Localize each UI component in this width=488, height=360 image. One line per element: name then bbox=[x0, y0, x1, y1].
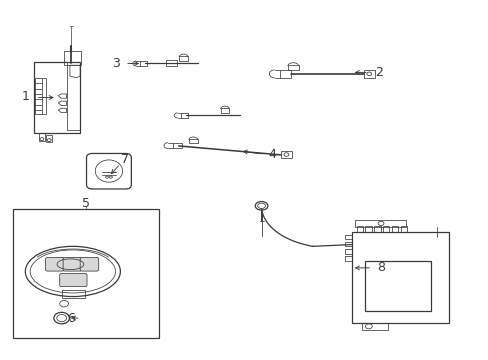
Bar bbox=[365, 261, 430, 311]
FancyBboxPatch shape bbox=[60, 274, 87, 287]
Bar bbox=[354, 220, 405, 226]
Bar bbox=[280, 70, 290, 78]
Bar bbox=[61, 291, 85, 298]
Bar bbox=[344, 249, 351, 253]
FancyBboxPatch shape bbox=[63, 257, 81, 271]
Bar bbox=[34, 62, 80, 134]
Text: 4: 4 bbox=[268, 148, 276, 161]
Text: 2: 2 bbox=[374, 66, 382, 79]
Bar bbox=[166, 60, 177, 66]
Bar bbox=[382, 226, 388, 232]
Bar bbox=[140, 60, 147, 66]
Bar bbox=[363, 70, 374, 78]
Bar bbox=[344, 234, 351, 239]
Text: 3: 3 bbox=[112, 57, 120, 70]
Bar bbox=[373, 226, 380, 232]
Bar bbox=[351, 232, 448, 323]
Bar bbox=[391, 226, 397, 232]
Bar bbox=[179, 56, 187, 60]
Bar bbox=[344, 242, 351, 246]
Bar bbox=[172, 143, 181, 148]
Text: 1: 1 bbox=[22, 90, 30, 103]
Bar bbox=[344, 256, 351, 261]
Text: 5: 5 bbox=[82, 197, 90, 210]
Bar bbox=[39, 134, 45, 140]
Text: 8: 8 bbox=[376, 261, 384, 274]
Bar bbox=[365, 226, 371, 232]
Bar bbox=[400, 226, 406, 232]
Bar bbox=[35, 78, 45, 114]
Text: 7: 7 bbox=[121, 153, 129, 166]
Bar bbox=[356, 226, 362, 232]
Bar bbox=[46, 135, 52, 141]
Bar bbox=[281, 151, 291, 158]
Text: 6: 6 bbox=[67, 311, 75, 325]
FancyBboxPatch shape bbox=[80, 257, 99, 271]
Bar bbox=[64, 51, 81, 65]
Bar bbox=[220, 108, 229, 113]
Bar bbox=[361, 323, 387, 330]
FancyBboxPatch shape bbox=[45, 257, 64, 271]
Bar bbox=[13, 209, 159, 338]
Bar bbox=[66, 62, 80, 130]
Bar bbox=[188, 139, 197, 143]
Bar bbox=[181, 113, 188, 118]
Bar bbox=[287, 65, 298, 69]
